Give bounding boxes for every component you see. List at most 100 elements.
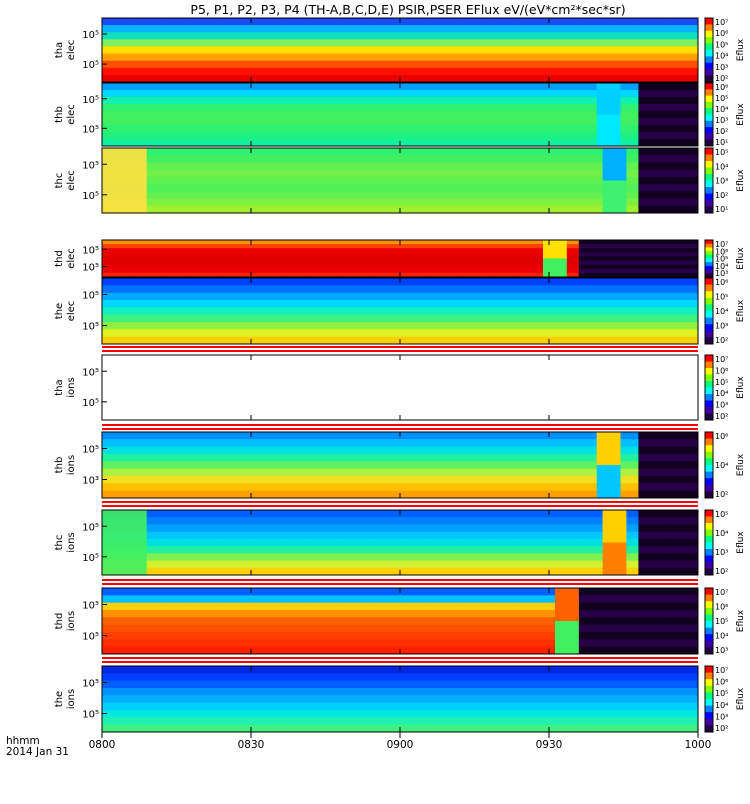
spectrogram-cell bbox=[519, 666, 550, 674]
y-label-probe: the bbox=[54, 691, 65, 707]
spectrogram-cell bbox=[429, 278, 461, 286]
spectrogram-cell bbox=[280, 300, 312, 308]
spectrogram-cell bbox=[429, 162, 461, 171]
spectrogram-cell bbox=[668, 90, 699, 98]
spectrogram-cell bbox=[668, 118, 699, 126]
spectrogram-cell bbox=[310, 314, 341, 323]
spectrogram-cell bbox=[608, 240, 639, 245]
spectrogram-cell bbox=[131, 439, 163, 448]
colorbar-tick-label: 10⁵ bbox=[715, 510, 728, 519]
colorbar-cell bbox=[705, 101, 713, 109]
spectrogram-cell bbox=[161, 90, 192, 98]
spectrogram-cell bbox=[310, 602, 341, 611]
spectrogram-cell bbox=[429, 336, 461, 345]
spectrogram-cell bbox=[161, 307, 192, 316]
colorbar-cell bbox=[705, 337, 713, 345]
spectrogram-cell bbox=[429, 268, 461, 274]
spectrogram-cell bbox=[519, 639, 550, 648]
spectrogram-cell bbox=[638, 148, 669, 156]
spectrogram-cell bbox=[459, 432, 490, 440]
y-tick-label: 10⁵ bbox=[82, 245, 99, 256]
spectrogram-cell bbox=[668, 25, 699, 33]
spectrogram-cell bbox=[608, 46, 639, 54]
spectrogram-cell bbox=[191, 18, 222, 26]
spectrogram-cell bbox=[131, 83, 163, 91]
spectrogram-cell bbox=[668, 314, 699, 323]
colorbar-frame bbox=[704, 354, 714, 421]
spectrogram-cell bbox=[429, 439, 461, 448]
spectrogram-cell bbox=[310, 483, 341, 492]
spectrogram-cell bbox=[251, 624, 282, 633]
spectrogram-cell bbox=[668, 336, 699, 345]
spectrogram-cell bbox=[370, 260, 401, 266]
spectrogram-cell bbox=[429, 118, 461, 126]
flag-strip-gap bbox=[102, 348, 698, 350]
spectrogram-cell bbox=[459, 60, 490, 69]
colorbar-cell bbox=[705, 251, 713, 256]
spectrogram-cell bbox=[340, 702, 371, 711]
spectrogram-cell bbox=[131, 191, 163, 199]
colorbar-cell bbox=[705, 89, 713, 97]
colorbar-tick-label: 10² bbox=[715, 412, 728, 421]
spectrogram-cell bbox=[400, 256, 431, 261]
spectrogram-cell bbox=[221, 617, 252, 626]
spectrogram-cell bbox=[251, 260, 282, 266]
colorbar-cell bbox=[705, 139, 713, 147]
spectrogram-cell bbox=[131, 610, 163, 618]
spectrogram-cell bbox=[131, 25, 163, 33]
flag-strip-gap bbox=[102, 659, 698, 661]
spectrogram-cell bbox=[161, 260, 192, 266]
spectrogram-cell bbox=[191, 278, 222, 286]
spectrogram-cell bbox=[400, 602, 431, 611]
spectrogram-cell bbox=[549, 67, 580, 76]
spectrogram-cell bbox=[161, 244, 192, 249]
spectrogram-cell bbox=[131, 695, 163, 704]
spectrogram-cell bbox=[519, 292, 550, 301]
spectrogram-cell bbox=[251, 588, 282, 596]
spectrogram-cell bbox=[131, 680, 163, 689]
spectrogram-cell bbox=[459, 517, 490, 525]
spectrogram-cell bbox=[310, 292, 341, 301]
spectrogram-cell bbox=[608, 468, 639, 477]
colorbar-tick-label: 10³ bbox=[715, 322, 728, 331]
spectrogram-cell bbox=[191, 118, 222, 126]
spectrogram-cell bbox=[310, 617, 341, 626]
spectrogram-cell bbox=[400, 546, 431, 554]
spectrogram-cell bbox=[221, 148, 252, 156]
spectrogram-cell bbox=[310, 461, 341, 470]
spectrogram-cell bbox=[400, 155, 431, 163]
colorbar-cell bbox=[705, 69, 713, 77]
spectrogram-cell bbox=[489, 111, 520, 119]
spectrogram-cell bbox=[221, 702, 252, 711]
spectrogram-cell bbox=[251, 553, 282, 561]
spectrogram-cell bbox=[459, 18, 490, 26]
spectrogram-cell bbox=[459, 240, 490, 245]
spectrogram-cell bbox=[429, 314, 461, 323]
spectrogram-cell bbox=[191, 639, 222, 648]
spectrogram-cell bbox=[400, 18, 431, 26]
spectrogram-cell bbox=[400, 567, 431, 576]
spectrogram-cell bbox=[280, 244, 312, 249]
colorbar-cell bbox=[705, 167, 713, 175]
spectrogram-cell bbox=[549, 454, 580, 462]
spectrogram-cell bbox=[400, 285, 431, 294]
spectrogram-cell bbox=[668, 248, 699, 253]
spectrogram-cell bbox=[489, 25, 520, 33]
spectrogram-cell bbox=[161, 524, 192, 533]
spectrogram-cell bbox=[519, 446, 550, 455]
spectrogram-cell bbox=[251, 639, 282, 648]
spectrogram-cell bbox=[549, 285, 580, 294]
spectrogram-cell bbox=[191, 285, 222, 294]
spectrogram-cell bbox=[638, 104, 669, 112]
spectrogram-cell bbox=[370, 125, 401, 133]
spectrogram-cell bbox=[400, 53, 431, 62]
spectrogram-cell bbox=[370, 268, 401, 274]
spectrogram-cell bbox=[161, 268, 192, 274]
spectrogram-cell bbox=[519, 624, 550, 633]
spectrogram-cell bbox=[400, 553, 431, 561]
spectrogram-cell bbox=[251, 191, 282, 199]
spectrogram-cell bbox=[251, 25, 282, 33]
spectrogram-cell bbox=[131, 510, 163, 518]
spectrogram-cell bbox=[340, 83, 371, 91]
